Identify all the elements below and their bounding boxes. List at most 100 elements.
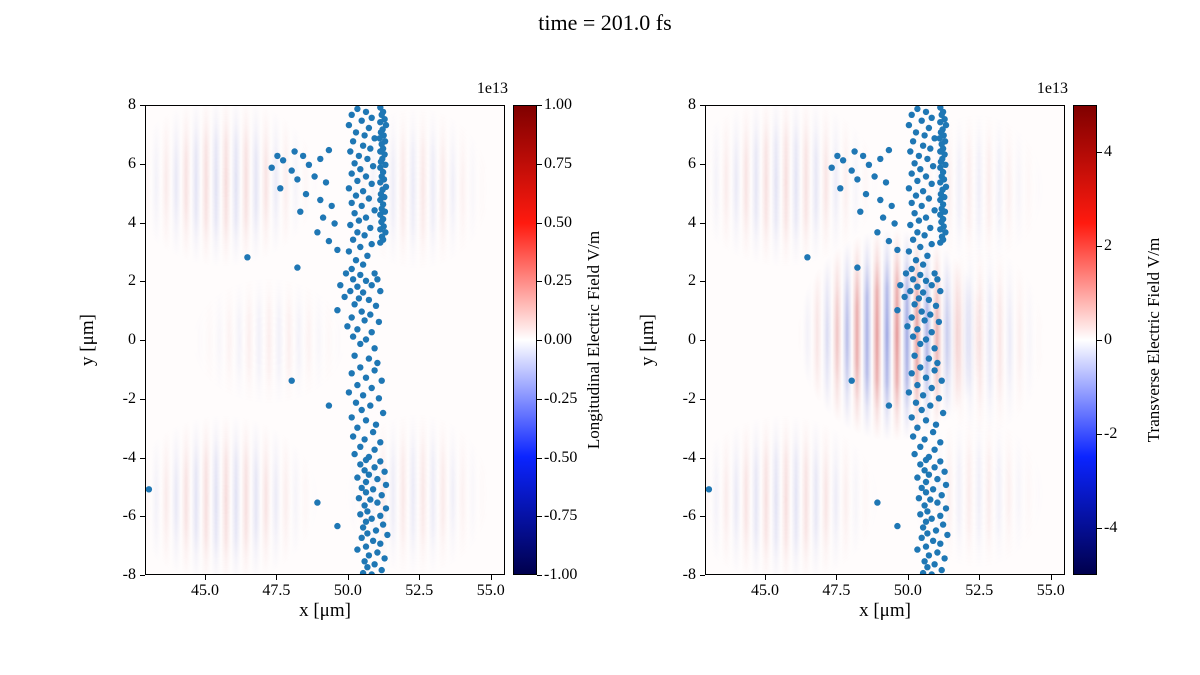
x-tick-label: 47.5 xyxy=(822,582,851,599)
y-tick-mark xyxy=(140,340,145,341)
colorbar-longitudinal: 1.00 0.75 0.50 0.25 0.00 -0.25 -0.50 -0.75 -1.00 xyxy=(513,96,577,583)
y-tick-mark xyxy=(700,105,705,106)
x-tick-mark xyxy=(907,575,909,580)
y-tick-label: 8 xyxy=(688,96,696,113)
colorbar-tick-mark xyxy=(537,163,542,165)
colorbar-tick-label: -0.75 xyxy=(544,507,578,525)
plot-canvas-transverse xyxy=(705,105,1065,575)
y-tick-mark xyxy=(700,398,705,400)
colorbar-tick-label: 0.25 xyxy=(544,272,572,290)
colorbar-tick-label: -1.00 xyxy=(544,566,578,583)
y-tick-mark xyxy=(700,340,705,341)
y-tick-label: 6 xyxy=(128,154,136,172)
plot-canvas-longitudinal xyxy=(145,105,505,575)
y-tick-label: -8 xyxy=(682,566,696,583)
x-tick-label: 50.0 xyxy=(333,582,362,599)
scatter-layer xyxy=(706,106,951,574)
x-tick-label: 55.0 xyxy=(476,582,505,599)
field-wave-patch xyxy=(146,414,321,574)
y-tick-mark xyxy=(140,575,145,576)
y-tick-label: -6 xyxy=(122,507,136,525)
x-tick-label: 52.5 xyxy=(405,582,434,599)
field-wave-patch xyxy=(920,247,1046,435)
colorbar-tick-mark xyxy=(537,222,542,224)
y-tick-label: -2 xyxy=(122,389,136,407)
colorbar-tick-label: -4 xyxy=(1104,519,1118,536)
y-tick-label: 2 xyxy=(128,272,136,290)
colorbar-gradient-transverse xyxy=(1073,105,1097,575)
x-tick-label: 52.5 xyxy=(965,582,994,599)
colorbar-tick-mark xyxy=(537,457,542,459)
colorbar-tick-mark xyxy=(537,516,542,518)
x-tick-label: 45.0 xyxy=(191,582,219,599)
colorbar-transverse: 4 2 0 -2 -4 xyxy=(1073,105,1117,575)
y-axis-label-longitudinal: y [μm] xyxy=(77,314,98,366)
field-wave-patch xyxy=(706,414,881,574)
y-tick-mark xyxy=(140,281,145,283)
x-tick-mark xyxy=(1050,575,1052,580)
figure-title: time = 201.0 fs xyxy=(538,10,672,35)
colorbar-tick-mark xyxy=(537,340,542,341)
colorbar-tick-label: 0.50 xyxy=(544,213,572,231)
colorbar-tick-label: 1.00 xyxy=(544,96,572,113)
y-tick-label: -2 xyxy=(682,389,696,407)
y-tick-label: -4 xyxy=(122,448,136,466)
x-tick-label: 50.0 xyxy=(893,582,922,599)
y-tick-mark xyxy=(700,457,705,459)
y-tick-mark xyxy=(140,163,145,165)
colorbar-tick-mark xyxy=(1097,434,1102,435)
x-tick-mark xyxy=(205,575,206,580)
colorbar-tick-label: 0.00 xyxy=(544,331,572,348)
plot-longitudinal: 45.0 47.5 50.0 52.5 55.0 8 6 4 2 0 -2 -4 -6 -8 xyxy=(123,96,505,599)
field-wave-patch xyxy=(908,417,1046,571)
y-tick-label: -8 xyxy=(122,566,136,583)
scatter-layer xyxy=(146,106,391,574)
y-tick-mark xyxy=(700,163,705,165)
colorbar-tick-mark xyxy=(1097,528,1102,529)
field-wave-patch xyxy=(343,106,492,271)
colorbar-tick-mark xyxy=(1097,340,1102,341)
colorbar-scale-transverse: 1e13 xyxy=(1036,80,1068,97)
x-tick-mark xyxy=(419,575,421,580)
x-tick-label: 45.0 xyxy=(751,582,779,599)
y-tick-label: 2 xyxy=(688,272,696,290)
x-axis-label-transverse: x [μm] xyxy=(859,600,911,621)
field-wave-patch xyxy=(188,276,349,406)
field-wave-patch xyxy=(146,106,321,268)
y-tick-mark xyxy=(700,281,705,283)
colorbar-tick-label: 4 xyxy=(1104,143,1112,160)
colorbar-tick-label: -0.25 xyxy=(544,389,578,407)
y-tick-label: -6 xyxy=(682,507,696,525)
x-tick-mark xyxy=(276,575,278,580)
y-tick-mark xyxy=(140,222,145,224)
y-tick-label: -4 xyxy=(682,448,696,466)
y-tick-mark xyxy=(140,105,145,106)
y-tick-mark xyxy=(700,516,705,518)
x-tick-mark xyxy=(979,575,981,580)
colorbar-tick-label: 0.75 xyxy=(544,154,572,172)
plot-transverse: 45.0 47.5 50.0 52.5 55.0 8 6 4 2 0 -2 -4 -6 -8 xyxy=(683,96,1065,599)
x-tick-mark xyxy=(836,575,838,580)
y-tick-label: 4 xyxy=(688,213,696,231)
colorbar-scale-longitudinal: 1e13 xyxy=(476,80,508,97)
y-tick-label: 0 xyxy=(688,331,696,348)
x-tick-label: 47.5 xyxy=(262,582,291,599)
y-tick-mark xyxy=(140,516,145,518)
colorbar-gradient-longitudinal xyxy=(513,105,537,575)
x-axis-label-longitudinal: x [μm] xyxy=(299,600,351,621)
y-tick-label: 0 xyxy=(128,331,136,348)
x-tick-label: 55.0 xyxy=(1036,582,1065,599)
y-tick-mark xyxy=(700,222,705,224)
colorbar-label-longitudinal: Longitudinal Electric Field V/m xyxy=(584,230,603,450)
y-tick-mark xyxy=(140,457,145,459)
colorbar-tick-mark xyxy=(537,398,542,400)
y-tick-label: 6 xyxy=(688,154,696,172)
x-tick-mark xyxy=(347,575,349,580)
colorbar-tick-mark xyxy=(537,281,542,283)
x-tick-mark xyxy=(490,575,492,580)
y-tick-mark xyxy=(140,398,145,400)
y-tick-label: 4 xyxy=(128,213,136,231)
colorbar-label-transverse: Transverse Electric Field V/m xyxy=(1144,237,1163,443)
colorbar-tick-mark xyxy=(1097,246,1102,247)
